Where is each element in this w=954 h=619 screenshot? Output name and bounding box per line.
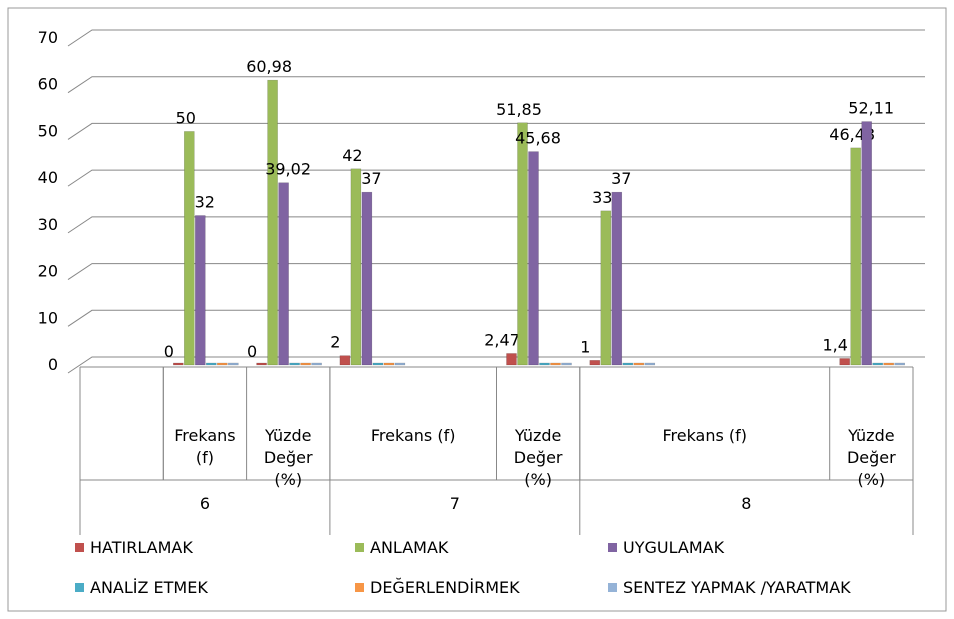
bar <box>883 362 894 366</box>
data-label: 50 <box>176 108 196 127</box>
bar <box>622 362 634 366</box>
y-tick-label: 10 <box>38 308 58 327</box>
grid-line <box>67 356 925 374</box>
grid-line <box>67 29 925 47</box>
x-tick-label: Frekans (f) <box>370 426 456 445</box>
legend-swatch <box>355 543 364 552</box>
bar <box>372 362 384 366</box>
data-label: 0 <box>164 342 174 361</box>
bar <box>550 362 561 366</box>
grid-line <box>67 169 925 187</box>
legend-label: SENTEZ YAPMAK /YARATMAK <box>623 578 851 597</box>
bar <box>861 121 872 366</box>
group-label: 7 <box>449 494 460 513</box>
bar <box>300 362 311 366</box>
bar <box>195 215 206 366</box>
data-label: 37 <box>611 169 631 188</box>
legend-label: DEĞERLENDİRMEK <box>370 578 520 597</box>
y-tick-label: 0 <box>48 355 58 374</box>
data-label: 1 <box>580 337 590 356</box>
x-tick-label: Yüzde Değer (%) <box>846 426 896 489</box>
x-tick-label: Frekans (f) <box>174 426 236 467</box>
legend-swatch <box>355 583 364 592</box>
legend-label: UYGULAMAK <box>623 538 725 557</box>
data-label: 39,02 <box>265 160 311 179</box>
data-label: 32 <box>195 193 215 212</box>
bar <box>289 362 300 366</box>
grid-line <box>67 263 925 280</box>
chart-border <box>7 7 947 612</box>
data-label: 37 <box>361 169 381 188</box>
bar <box>383 362 395 366</box>
bar <box>394 362 406 366</box>
bar <box>278 182 289 366</box>
bar <box>256 362 267 366</box>
legend-swatch <box>75 543 84 552</box>
y-tick-label: 30 <box>38 215 58 234</box>
bar <box>228 362 239 366</box>
y-tick-label: 60 <box>38 75 58 94</box>
bar <box>839 358 850 366</box>
bar <box>611 191 623 366</box>
bar <box>528 151 539 366</box>
bar <box>872 362 883 366</box>
data-label: 2,47 <box>484 330 520 349</box>
y-tick-label: 70 <box>38 28 58 47</box>
data-label: 2 <box>330 333 340 352</box>
legend-label: HATIRLAMAK <box>90 538 193 557</box>
grid-line <box>67 76 925 94</box>
legend-swatch <box>608 543 617 552</box>
legend-swatch <box>75 583 84 592</box>
bar <box>206 362 217 366</box>
legend-label: ANLAMAK <box>370 538 449 557</box>
data-label: 1,4 <box>822 335 847 354</box>
data-label: 51,85 <box>496 100 542 119</box>
bar <box>173 362 184 366</box>
data-label: 42 <box>342 146 362 165</box>
bar <box>361 191 373 366</box>
group-label: 6 <box>199 494 211 513</box>
bar <box>600 210 612 366</box>
bar <box>506 353 517 366</box>
x-tick-label: Yüzde Değer (%) <box>263 426 313 489</box>
bar <box>267 79 278 366</box>
bar <box>184 131 195 366</box>
x-tick-label: Yüzde Değer (%) <box>513 426 563 489</box>
group-label: 8 <box>741 494 752 513</box>
y-tick-label: 40 <box>38 168 58 187</box>
bar <box>589 360 601 366</box>
data-label: 52,11 <box>848 99 894 118</box>
y-tick-label: 20 <box>38 262 58 281</box>
grid-line <box>67 216 925 234</box>
y-tick-label: 50 <box>38 121 58 140</box>
bar <box>850 147 861 366</box>
legend-label: ANALİZ ETMEK <box>90 578 208 597</box>
bar <box>644 362 656 366</box>
bar <box>894 362 905 366</box>
bar <box>561 362 572 366</box>
grid-line <box>67 309 925 327</box>
bar <box>217 362 228 366</box>
bar <box>339 355 351 366</box>
grid-line <box>67 122 925 140</box>
legend-swatch <box>608 583 617 592</box>
x-tick-label: Frekans (f) <box>662 426 748 445</box>
data-label: 45,68 <box>515 129 561 148</box>
data-label: 33 <box>592 188 612 207</box>
bar <box>539 362 550 366</box>
bar <box>311 362 322 366</box>
bar <box>517 122 528 366</box>
data-label: 60,98 <box>246 57 292 76</box>
bar <box>350 168 362 366</box>
bar <box>633 362 645 366</box>
data-label: 0 <box>247 342 257 361</box>
